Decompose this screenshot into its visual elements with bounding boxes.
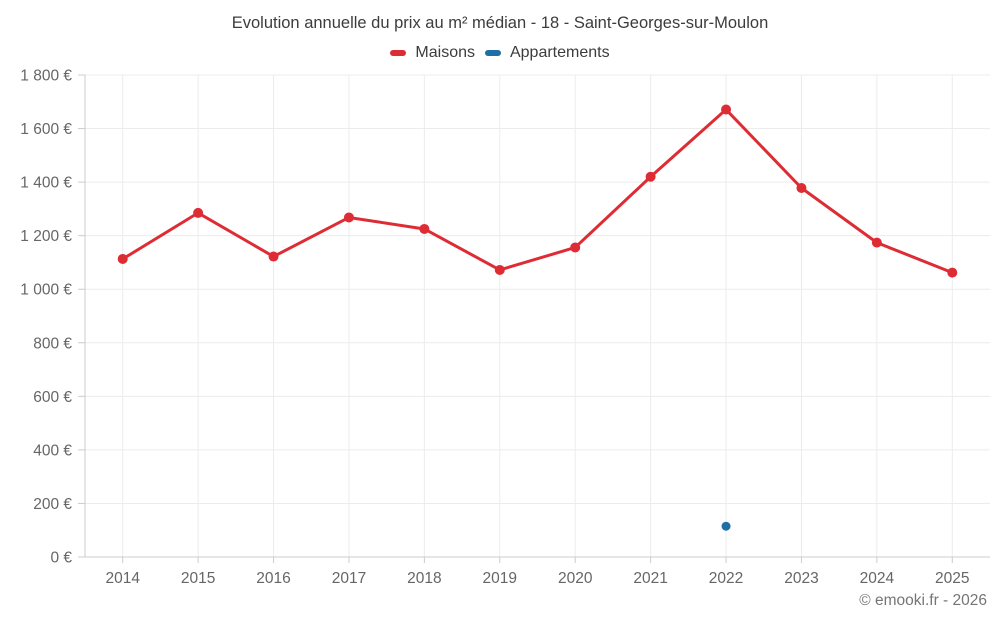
x-axis-label-2023: 2023 — [784, 570, 818, 587]
x-axis-label-2024: 2024 — [860, 570, 895, 587]
point-maisons-2014[interactable] — [117, 253, 128, 264]
x-axis-label-2014: 2014 — [105, 570, 140, 587]
y-axis-label: 1 800 € — [20, 68, 72, 85]
y-axis-label: 1 000 € — [20, 282, 72, 299]
point-maisons-2024[interactable] — [871, 237, 882, 248]
point-maisons-2023[interactable] — [796, 183, 807, 194]
y-axis-label: 400 € — [33, 442, 72, 459]
legend: Maisons Appartements — [0, 44, 1000, 62]
x-axis-label-2017: 2017 — [332, 570, 366, 587]
x-axis-label-2021: 2021 — [633, 570, 667, 587]
point-maisons-2016[interactable] — [268, 251, 279, 262]
x-axis-label-2020: 2020 — [558, 570, 593, 587]
y-axis-label: 800 € — [33, 335, 72, 352]
legend-label-appartements: Appartements — [509, 44, 610, 61]
y-axis-label: 600 € — [33, 389, 72, 406]
x-axis-label-2022: 2022 — [709, 570, 743, 587]
point-maisons-2017[interactable] — [343, 212, 354, 223]
point-maisons-2020[interactable] — [570, 242, 581, 253]
x-axis-label-2025: 2025 — [935, 570, 969, 587]
x-axis-label-2016: 2016 — [256, 570, 290, 587]
x-axis-label-2015: 2015 — [181, 570, 215, 587]
x-axis-label-2019: 2019 — [483, 570, 517, 587]
point-maisons-2021[interactable] — [645, 171, 656, 182]
copyright-text: © emooki.fr - 2026 — [859, 592, 987, 609]
point-maisons-2015[interactable] — [193, 207, 204, 218]
series-line-maisons — [121, 108, 954, 275]
appartements-color-swatch — [484, 50, 501, 56]
y-axis-label: 1 400 € — [20, 175, 72, 192]
y-axis-label: 200 € — [33, 496, 72, 513]
x-axis-label-2018: 2018 — [407, 570, 441, 587]
maisons-color-swatch — [390, 50, 407, 56]
point-appartements-2022[interactable] — [721, 521, 731, 531]
point-maisons-2022[interactable] — [721, 104, 732, 115]
y-axis-label: 1 200 € — [20, 228, 72, 245]
point-maisons-2018[interactable] — [419, 223, 430, 234]
legend-item-appartements[interactable]: Appartements — [484, 44, 610, 62]
legend-label-maisons: Maisons — [415, 44, 475, 61]
chart-title: Evolution annuelle du prix au m² médian … — [231, 14, 769, 32]
y-axis-label: 1 600 € — [20, 121, 72, 138]
y-axis-label: 0 € — [50, 550, 72, 567]
legend-item-maisons[interactable]: Maisons — [390, 44, 475, 62]
point-maisons-2025[interactable] — [947, 267, 958, 278]
point-maisons-2019[interactable] — [494, 264, 505, 275]
